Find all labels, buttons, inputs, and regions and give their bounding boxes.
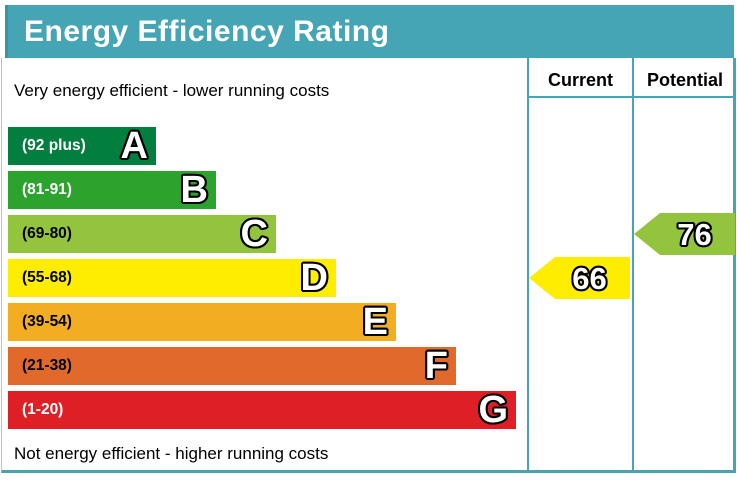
band-letter: A [120,125,148,167]
band-range-label: (69-80) [22,225,72,242]
current-column-divider [527,58,529,473]
band-b: (81-91) B [8,171,216,209]
potential-column-header: Potential [646,69,723,90]
title-bar: Energy Efficiency Rating [5,5,734,58]
band-letter: E [362,301,388,343]
band-letter: F [424,345,448,387]
band-range-label: (39-54) [22,313,72,330]
band-range-label: (81-91) [22,181,72,198]
band-range-label: (21-38) [22,357,72,374]
band-letter: C [240,213,268,255]
band-g: (1-20) G [8,391,516,429]
band-a: (92 plus) A [8,127,156,165]
current-rating-value: 66 [572,260,607,296]
band-range-label: (92 plus) [22,137,86,154]
potential-column-divider [632,58,634,473]
potential-rating-value: 76 [677,216,712,252]
band-f: (21-38) F [8,347,456,385]
band-e: (39-54) E [8,303,396,341]
page-title: Energy Efficiency Rating [24,14,390,48]
band-range-label: (1-20) [22,401,64,418]
band-c: (69-80) C [8,215,276,253]
band-letter: G [478,389,508,431]
column-header-underline [527,96,736,98]
current-column-header: Current [547,69,613,90]
band-letter: B [180,169,208,211]
very-efficient-note: Very energy efficient - lower running co… [14,81,330,100]
not-efficient-note: Not energy efficient - higher running co… [14,444,329,463]
band-range-label: (55-68) [22,269,72,286]
band-letter: D [300,257,328,299]
band-d: (55-68) D [8,259,336,297]
